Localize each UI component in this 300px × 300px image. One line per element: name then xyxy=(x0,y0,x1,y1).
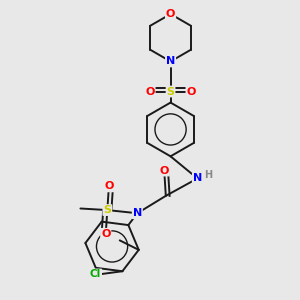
Text: O: O xyxy=(145,86,155,97)
Text: O: O xyxy=(104,182,114,191)
Text: O: O xyxy=(186,86,196,97)
Text: O: O xyxy=(166,9,175,19)
Text: H: H xyxy=(204,170,213,180)
Text: O: O xyxy=(160,166,169,176)
Text: N: N xyxy=(193,173,202,184)
Text: S: S xyxy=(103,205,111,215)
Text: N: N xyxy=(166,56,175,67)
Text: N: N xyxy=(133,208,142,218)
Text: S: S xyxy=(167,86,175,97)
Text: O: O xyxy=(101,229,110,239)
Text: Cl: Cl xyxy=(90,269,101,279)
